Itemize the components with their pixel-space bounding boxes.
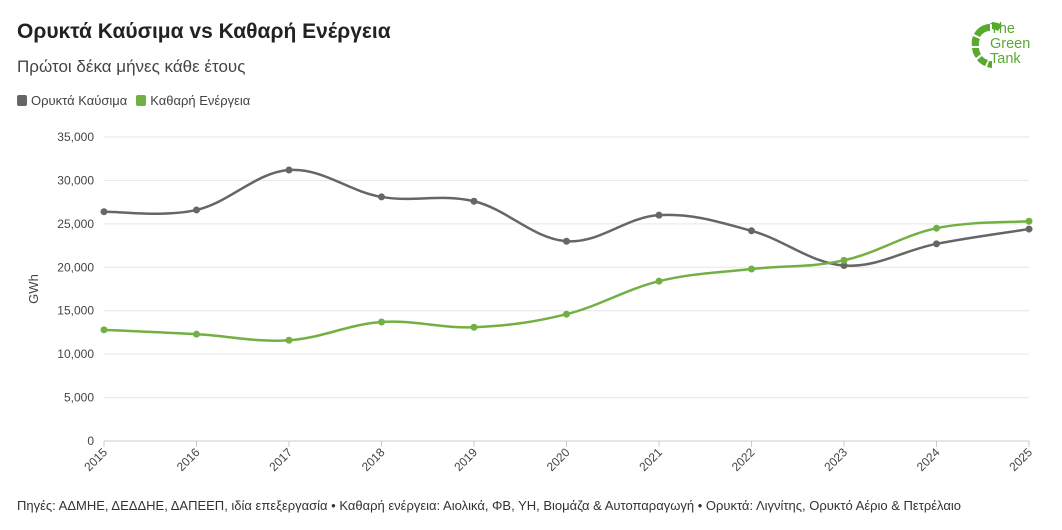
y-tick-label: 30,000: [57, 173, 94, 187]
x-tick-label: 2019: [451, 445, 480, 474]
data-point-0-2015[interactable]: [100, 208, 108, 216]
legend-item-fossil[interactable]: Ορυκτά Καύσιμα: [17, 93, 127, 108]
legend: Ορυκτά Καύσιμα Καθαρή Ενέργεια: [17, 93, 259, 108]
y-tick-label: 10,000: [57, 347, 94, 361]
data-point-1-2024[interactable]: [933, 224, 940, 232]
x-tick-label: 2020: [544, 445, 573, 474]
data-point-0-2018[interactable]: [378, 193, 385, 201]
data-point-0-2024[interactable]: [933, 240, 940, 248]
chart-subtitle: Πρώτοι δέκα μήνες κάθε έτους: [17, 57, 246, 76]
x-tick-label: 2018: [359, 445, 388, 474]
legend-swatch-fossil: [17, 95, 27, 106]
data-point-1-2018[interactable]: [378, 318, 385, 326]
grid-lines: [103, 136, 1030, 447]
logo-text: The Green Tank: [990, 22, 1030, 67]
y-tick-label: 20,000: [57, 260, 94, 274]
y-tick-label: 15,000: [57, 304, 94, 318]
x-tick-label: 2021: [636, 445, 665, 474]
legend-swatch-clean: [136, 95, 147, 106]
x-tick-label: 2025: [1006, 445, 1035, 474]
y-tick-label: 0: [87, 434, 94, 448]
data-point-1-2017[interactable]: [285, 336, 293, 344]
logo-line-2: Green: [990, 36, 1031, 52]
data-point-1-2022[interactable]: [748, 265, 755, 273]
x-tick-label: 2023: [821, 445, 850, 474]
data-point-1-2023[interactable]: [840, 256, 848, 264]
chart-title: Ορυκτά Καύσιμα vs Καθαρή Ενέργεια: [17, 20, 391, 43]
legend-label-fossil: Ορυκτά Καύσιμα: [31, 93, 128, 108]
data-point-1-2021[interactable]: [655, 277, 663, 285]
data-point-1-2019[interactable]: [470, 323, 478, 331]
logo-line-3: Tank: [990, 51, 1021, 67]
x-tick-label: 2015: [81, 445, 110, 474]
y-axis-label: GWh: [26, 274, 41, 304]
x-tick-label: 2024: [914, 445, 943, 474]
data-point-0-2016[interactable]: [193, 206, 200, 214]
data-point-0-2017[interactable]: [285, 166, 293, 174]
series-points: [100, 166, 1033, 344]
y-tick-label: 25,000: [57, 217, 94, 231]
y-tick-labels: 0 5,000 10,000 15,000 20,000 25,000 30,000 35,0…: [57, 130, 94, 448]
data-point-1-2015[interactable]: [100, 326, 108, 334]
logo-line-1: The: [990, 21, 1015, 37]
legend-label-clean: Καθαρή Ενέργεια: [150, 93, 251, 108]
data-point-0-2025[interactable]: [1025, 225, 1033, 233]
x-tick-labels: 2015 2016 2017 2018 2019 2020 2021 2022 2023 2024…: [81, 445, 1035, 474]
data-point-0-2021[interactable]: [655, 211, 663, 219]
y-tick-label: 35,000: [57, 130, 94, 144]
green-tank-logo-icon: [971, 22, 1002, 68]
x-tick-label: 2016: [174, 445, 203, 474]
source-note: Πηγές: ΑΔΜΗΕ, ΔΕΔΔΗΕ, ΔΑΠΕΕΠ, ιδία επεξε…: [17, 498, 961, 513]
data-point-0-2022[interactable]: [748, 227, 755, 235]
data-point-1-2020[interactable]: [563, 310, 570, 318]
data-point-0-2023[interactable]: [840, 262, 848, 270]
y-tick-label: 5,000: [64, 391, 94, 405]
data-point-0-2020[interactable]: [563, 237, 570, 245]
data-point-1-2025[interactable]: [1025, 217, 1033, 225]
series-line-0[interactable]: [103, 168, 1030, 267]
legend-item-clean[interactable]: Καθαρή Ενέργεια: [136, 93, 250, 108]
x-tick-label: 2017: [266, 445, 295, 474]
x-tick-label: 2022: [729, 445, 758, 474]
data-point-1-2016[interactable]: [193, 330, 200, 338]
data-point-0-2019[interactable]: [470, 197, 478, 205]
line-chart: 0 5,000 10,000 15,000 20,000 25,000 30,000 35,0…: [26, 130, 1035, 474]
